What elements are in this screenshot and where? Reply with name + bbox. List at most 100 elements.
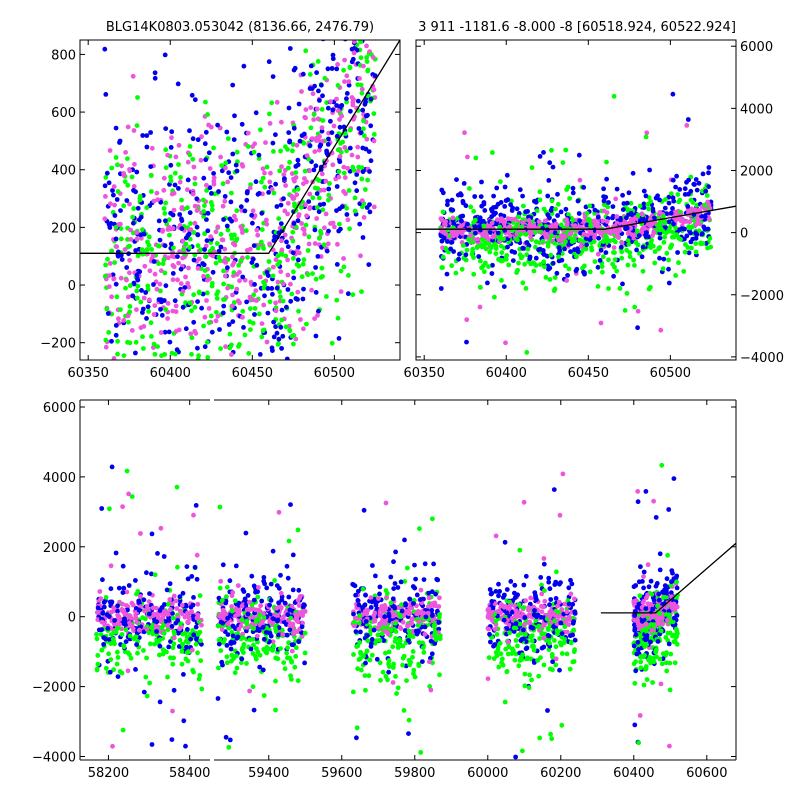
green-point [146, 234, 152, 240]
magenta-point [371, 138, 377, 144]
blue-point [610, 204, 616, 210]
magenta-point [189, 647, 195, 653]
magenta-point [341, 164, 347, 170]
magenta-point [556, 599, 562, 605]
blue-point [406, 638, 411, 643]
green-point [260, 385, 265, 390]
blue-point [133, 667, 138, 672]
magenta-point [152, 271, 158, 277]
blue-point [284, 632, 290, 638]
green-point [335, 315, 341, 321]
magenta-point [130, 73, 136, 79]
green-point [152, 572, 158, 578]
blue-point [694, 187, 700, 193]
blue-point [194, 224, 200, 230]
blue-point [688, 230, 693, 236]
magenta-point [300, 226, 306, 232]
blue-point [220, 562, 226, 568]
blue-point [508, 202, 513, 208]
magenta-point [359, 198, 365, 204]
blue-point [276, 585, 282, 591]
blue-point [210, 269, 216, 275]
magenta-point [597, 230, 603, 236]
green-point [391, 661, 396, 667]
blue-point [188, 636, 194, 642]
blue-point [126, 583, 132, 588]
magenta-point [127, 201, 132, 207]
green-point [159, 625, 165, 631]
green-point [224, 584, 230, 590]
blue-point [428, 655, 433, 661]
blue-point [316, 308, 321, 314]
green-point [253, 653, 258, 659]
green-point [347, 226, 352, 232]
magenta-point [678, 218, 684, 224]
magenta-point [142, 608, 148, 614]
magenta-point [564, 278, 570, 283]
magenta-point [278, 605, 284, 611]
magenta-point [110, 743, 115, 749]
blue-point [136, 598, 142, 604]
blue-point [144, 133, 150, 139]
blue-point [320, 93, 325, 99]
green-point [410, 654, 415, 660]
green-point [209, 203, 215, 208]
blue-point [326, 228, 331, 234]
green-point [221, 281, 227, 287]
magenta-point [280, 616, 286, 621]
magenta-point [203, 243, 209, 249]
green-point [163, 147, 169, 153]
blue-point [671, 221, 676, 227]
green-point [553, 206, 558, 212]
blue-point [353, 629, 359, 634]
blue-point [100, 577, 105, 583]
blue-point [315, 254, 321, 259]
green-point [149, 189, 154, 194]
blue-point [584, 222, 590, 228]
green-point [359, 165, 365, 171]
magenta-point [154, 190, 160, 196]
blue-point [270, 291, 275, 297]
blue-point [202, 344, 208, 350]
green-point [260, 328, 266, 334]
blue-point [180, 304, 186, 310]
blue-point [552, 230, 558, 236]
blue-point [134, 642, 140, 647]
magenta-point [205, 277, 210, 283]
green-point [267, 111, 272, 117]
magenta-point [123, 611, 129, 617]
green-point [520, 748, 525, 754]
blue-point [200, 291, 206, 297]
blue-point [503, 198, 509, 204]
green-point [337, 221, 342, 227]
green-point [468, 204, 474, 210]
magenta-point [190, 191, 196, 197]
blue-point [252, 282, 257, 287]
magenta-point [121, 318, 127, 323]
blue-point [488, 639, 493, 645]
data-points [416, 91, 736, 355]
magenta-point [378, 621, 384, 627]
blue-point [368, 96, 374, 102]
blue-point [105, 311, 111, 316]
magenta-point [152, 303, 158, 308]
green-point [280, 627, 285, 633]
blue-point [356, 126, 362, 131]
blue-point [166, 618, 172, 623]
magenta-point [312, 241, 318, 246]
green-point [311, 112, 317, 117]
magenta-point [177, 179, 183, 185]
magenta-point [358, 253, 363, 259]
green-point [549, 147, 554, 153]
green-point [513, 651, 519, 657]
blue-point [232, 113, 237, 119]
blue-point [233, 411, 238, 416]
x-tick-label: 60400 [150, 366, 191, 381]
blue-point [547, 586, 553, 592]
green-point [310, 195, 316, 201]
green-point [682, 249, 688, 255]
green-point [384, 591, 390, 596]
green-point [109, 248, 114, 254]
blue-point [321, 201, 327, 207]
green-point [292, 203, 297, 209]
